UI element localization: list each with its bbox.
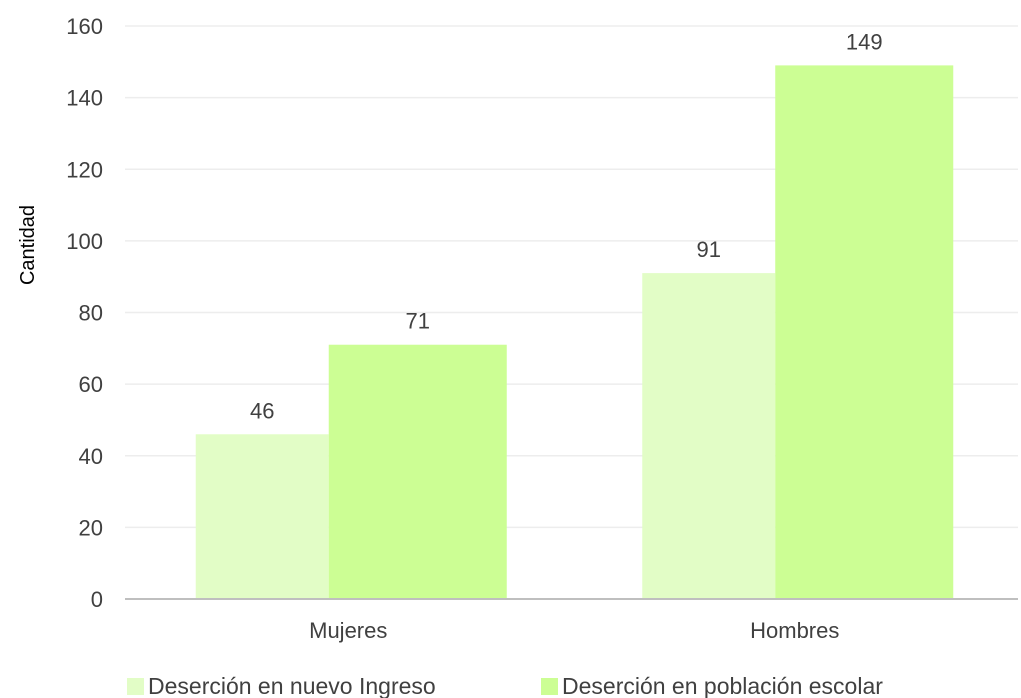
data-label: 46 (250, 398, 274, 423)
bar-nuevo-ingreso-hombres (642, 273, 776, 599)
y-tick-label: 160 (66, 14, 103, 39)
y-tick-label: 140 (66, 86, 103, 111)
legend-swatch (127, 678, 144, 695)
y-tick-label: 80 (79, 301, 103, 326)
y-axis-label: Cantidad (17, 205, 39, 285)
bars (195, 65, 954, 600)
legend-label: Deserción en nuevo Ingreso (148, 673, 436, 698)
y-tick-label: 60 (79, 372, 103, 397)
x-category-label: Mujeres (309, 618, 387, 643)
legend-swatch (541, 678, 558, 695)
x-axis-categories: Mujeres Hombres (309, 618, 839, 643)
x-category-label: Hombres (750, 618, 839, 643)
y-tick-label: 20 (79, 515, 103, 540)
y-tick-label: 100 (66, 229, 103, 254)
bar-poblacion-escolar-hombres (775, 65, 954, 600)
data-label: 91 (697, 237, 721, 262)
legend-label: Deserción en población escolar (562, 673, 883, 698)
y-tick-label: 0 (91, 587, 103, 612)
data-label: 149 (846, 29, 883, 54)
data-label: 71 (406, 309, 430, 334)
y-axis-ticks: 0 20 40 60 80 100 120 140 160 (66, 14, 103, 612)
y-tick-label: 40 (79, 444, 103, 469)
bar-nuevo-ingreso-mujeres (195, 434, 329, 599)
legend: Deserción en nuevo Ingreso Deserción en p… (127, 673, 883, 698)
bar-poblacion-escolar-mujeres (328, 344, 507, 599)
data-labels: 46 71 91 149 (250, 29, 883, 423)
y-tick-label: 120 (66, 157, 103, 182)
